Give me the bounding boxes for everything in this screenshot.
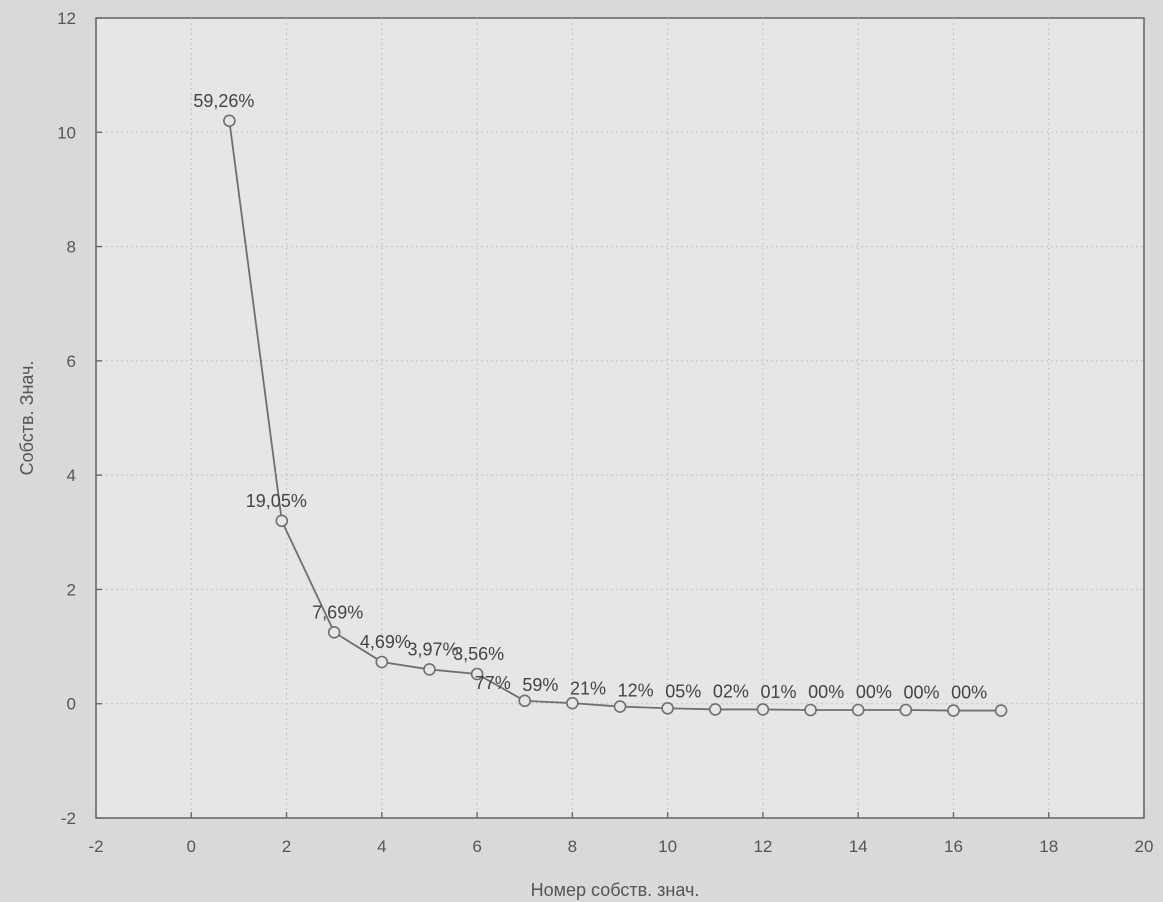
x-tick-label: 18	[1039, 837, 1058, 856]
x-tick-label: -2	[88, 837, 103, 856]
data-label: 59,26%	[193, 91, 254, 111]
data-label: 19,05%	[246, 491, 307, 511]
x-tick-label: 2	[282, 837, 291, 856]
data-point	[223, 114, 236, 128]
y-tick-label: 8	[67, 238, 76, 257]
data-label: 01%	[761, 682, 797, 702]
data-point	[327, 625, 341, 639]
y-tick-label: 10	[57, 123, 76, 142]
data-point	[899, 703, 913, 717]
y-axis: -2 0 2 4 6 8 10 12	[57, 9, 102, 828]
y-axis-title: Собств. Знач.	[17, 361, 37, 476]
x-axis: -2 0 2 4 6 8 10 12 14 16 18 20	[88, 812, 1153, 856]
data-label: 05%	[665, 681, 701, 701]
data-label: 12%	[618, 680, 654, 700]
data-point	[804, 703, 817, 717]
x-axis-title: Номер собств. знач.	[531, 880, 700, 900]
x-tick-label: 10	[658, 837, 677, 856]
y-tick-label: 12	[57, 9, 76, 28]
y-tick-label: 2	[67, 580, 76, 599]
x-tick-label: 16	[944, 837, 963, 856]
data-point	[518, 694, 532, 708]
data-label: 00%	[951, 683, 987, 703]
data-label: 3,97%	[407, 639, 458, 659]
data-point	[947, 704, 960, 717]
data-point	[994, 704, 1008, 717]
x-tick-label: 4	[377, 837, 386, 856]
y-tick-label: -2	[61, 809, 76, 828]
data-label: 7,69%	[312, 602, 363, 622]
data-point	[566, 696, 579, 710]
series	[223, 114, 1008, 717]
y-tick-label: 0	[67, 695, 76, 714]
data-label: 00%	[856, 682, 892, 702]
x-tick-label: 0	[187, 837, 196, 856]
data-label: 4,69%	[360, 632, 411, 652]
x-tick-label: 20	[1135, 837, 1154, 856]
data-point	[423, 663, 436, 676]
data-label: 3,56%	[453, 644, 504, 664]
data-labels: 59,26% 19,05% 7,69% 4,69%3,97%3,56% 77% 59% 21…	[193, 91, 987, 703]
x-tick-label: 8	[568, 837, 577, 856]
data-point	[375, 655, 389, 669]
plot-area	[95, 17, 1145, 819]
x-tick-label: 12	[753, 837, 772, 856]
x-tick-label: 14	[849, 837, 868, 856]
y-tick-label: 4	[67, 466, 76, 485]
y-tick-label: 6	[67, 352, 76, 371]
data-point	[851, 703, 865, 717]
data-point	[613, 700, 627, 713]
grid	[96, 18, 1144, 818]
data-label: 59%	[522, 675, 558, 695]
data-label: 00%	[808, 682, 844, 702]
data-label: 21%	[570, 679, 606, 699]
data-label: 00%	[903, 683, 939, 703]
data-point	[661, 701, 674, 715]
data-label: 02%	[713, 681, 749, 701]
data-point	[756, 703, 770, 716]
data-point	[470, 667, 484, 681]
x-tick-label: 6	[472, 837, 481, 856]
data-point	[275, 514, 289, 528]
data-point	[708, 703, 722, 716]
data-label: 77%	[475, 673, 511, 693]
